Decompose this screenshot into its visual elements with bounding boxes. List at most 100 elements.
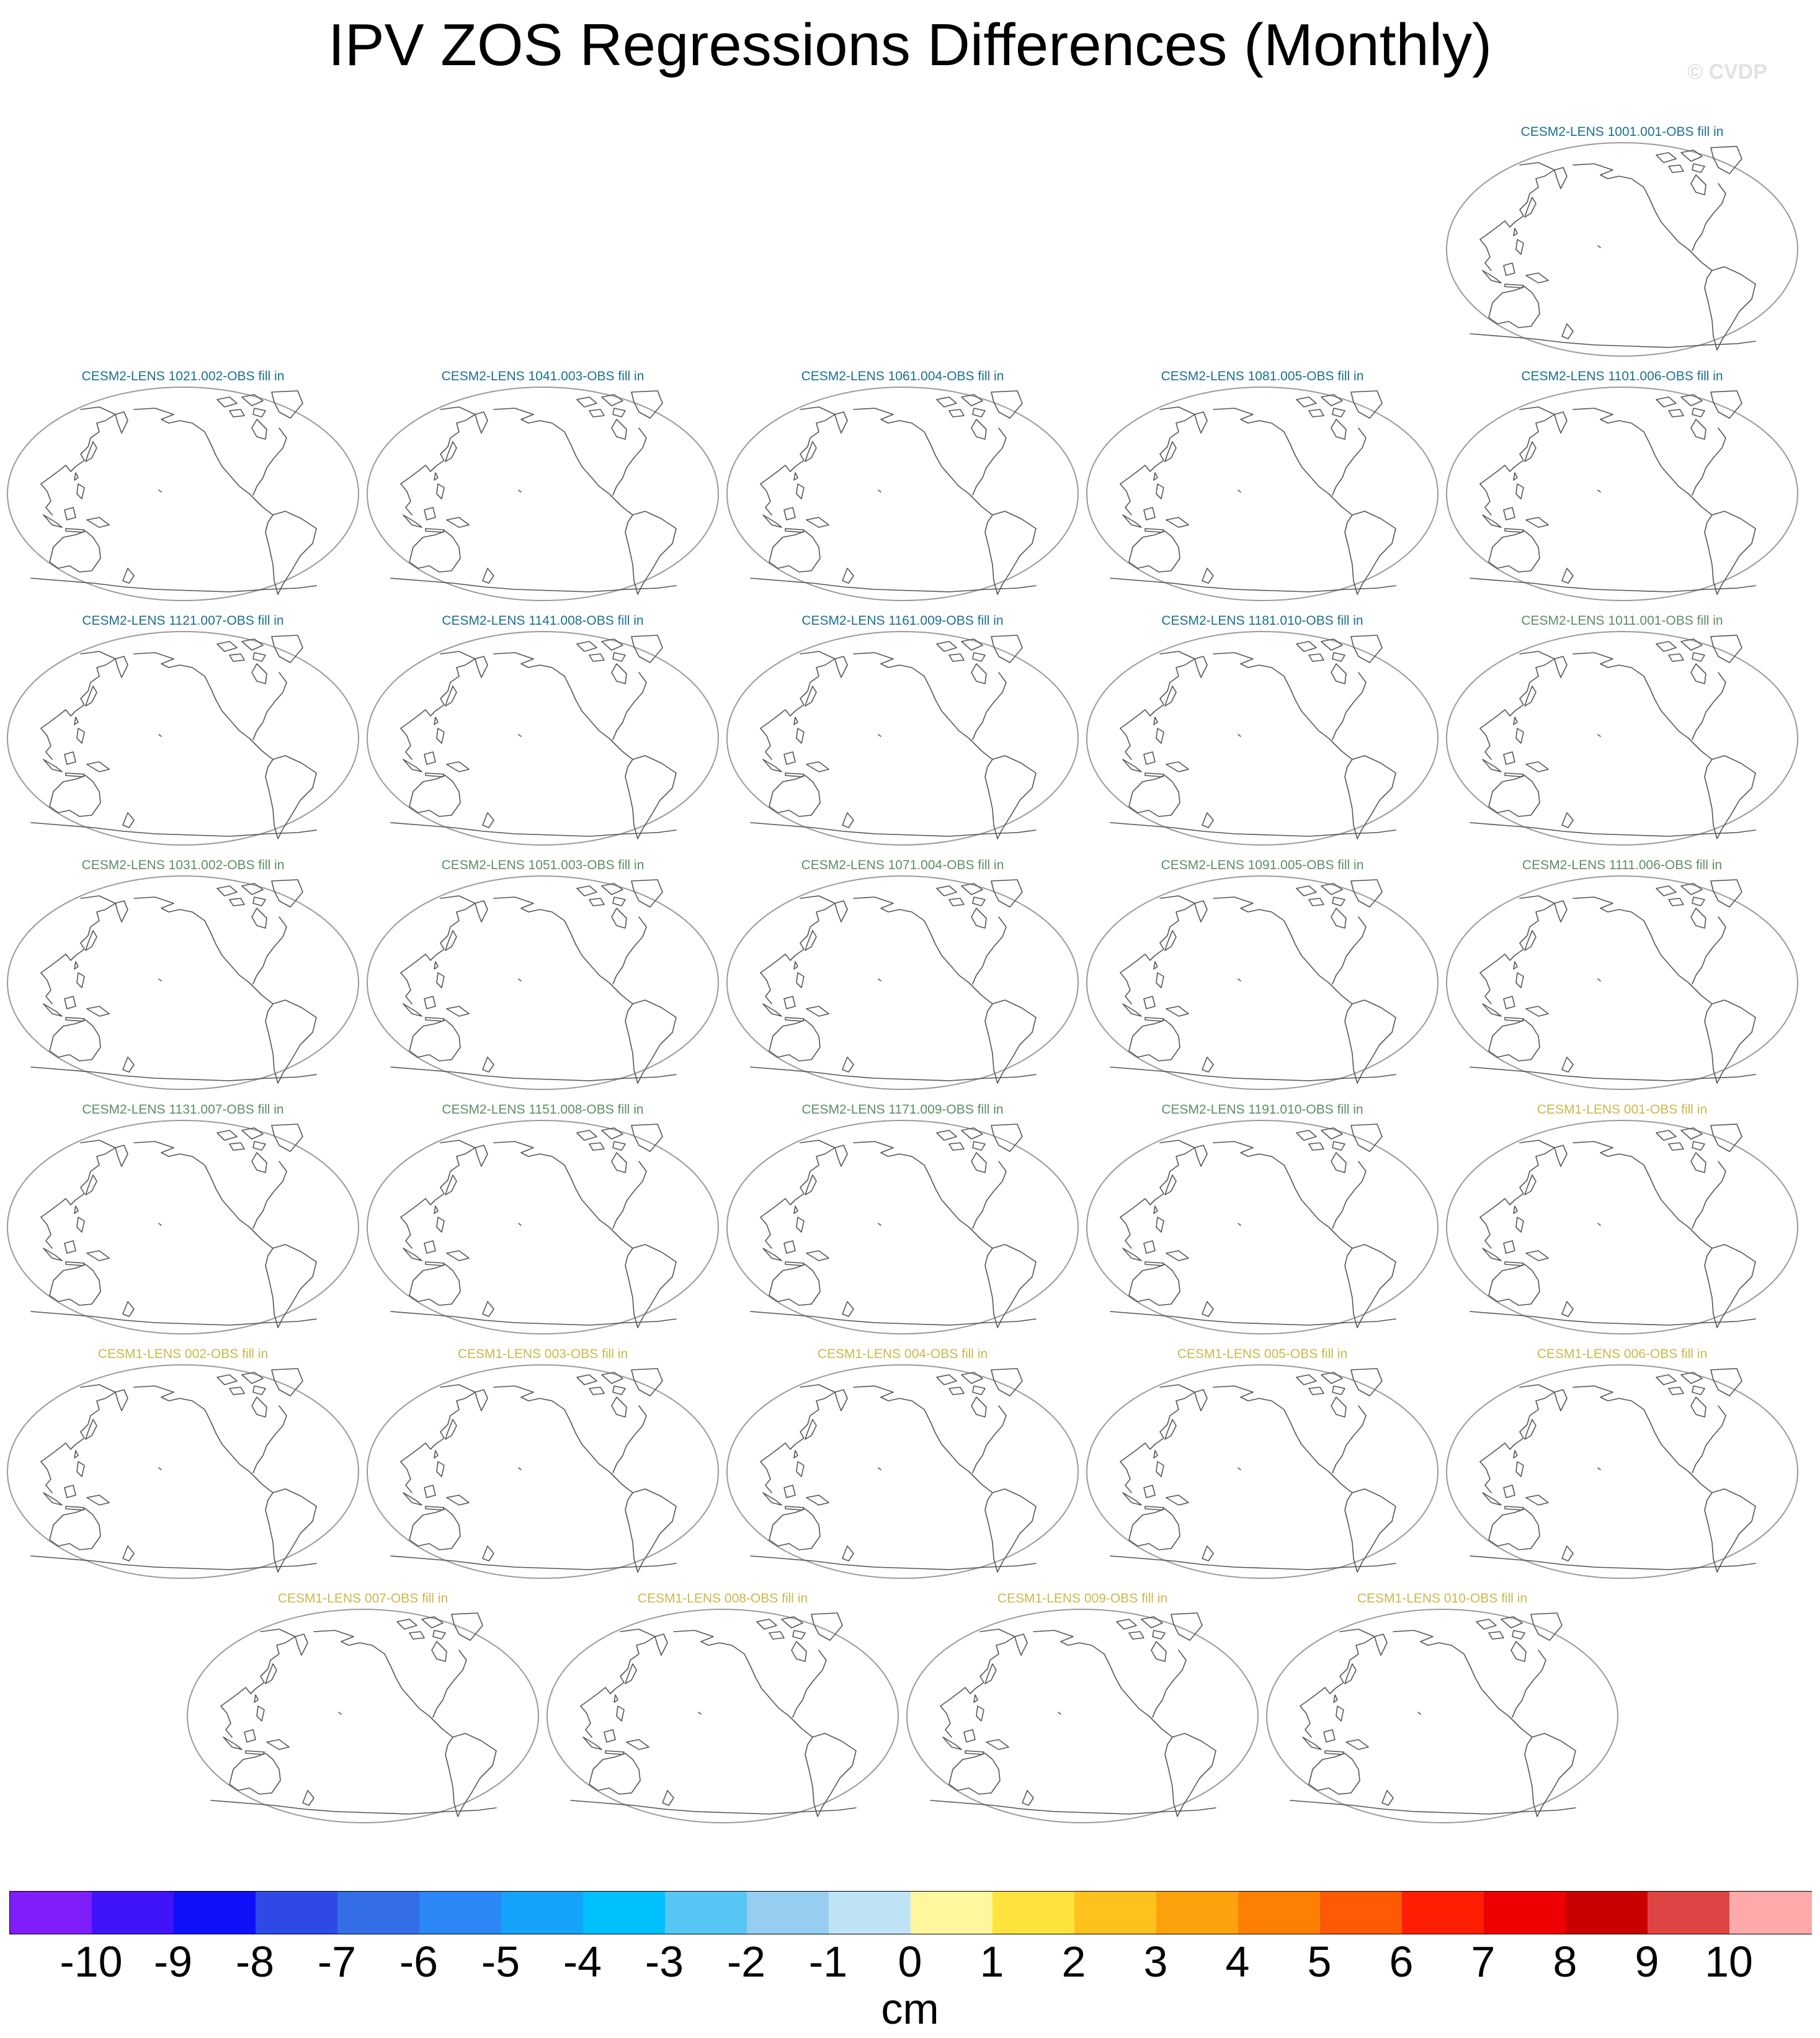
world-map-icon <box>1086 1120 1439 1334</box>
colorbar-tick-label: -4 <box>563 1937 602 1986</box>
panel-title: CESM2-LENS 1191.010-OBS fill in <box>1161 1102 1363 1117</box>
colorbar-units: cm <box>881 1985 939 2033</box>
colorbar-tick-label: 1 <box>979 1937 1004 1986</box>
world-map-icon <box>7 387 359 601</box>
colorbar-segment <box>174 1892 256 1934</box>
map-panel: CESM1-LENS 006-OBS fill in <box>1445 1346 1799 1581</box>
panel-title: CESM2-LENS 1051.003-OBS fill in <box>441 858 645 872</box>
colorbar-segment <box>92 1892 174 1934</box>
panel-title: CESM2-LENS 1161.009-OBS fill in <box>801 614 1004 628</box>
panel-title: CESM1-LENS 002-OBS fill in <box>97 1347 269 1361</box>
panel-title: CESM2-LENS 1071.004-OBS fill in <box>801 858 1004 872</box>
map-panel: CESM2-LENS 1081.005-OBS fill in <box>1086 369 1439 603</box>
panel-title: CESM2-LENS 1141.008-OBS fill in <box>442 614 644 628</box>
map-panel: CESM1-LENS 009-OBS fill in <box>906 1591 1259 1825</box>
world-map-icon <box>1446 1364 1798 1579</box>
colorbar-segment <box>1238 1892 1321 1934</box>
panel-title: CESM2-LENS 1091.005-OBS fill in <box>1161 858 1364 872</box>
colorbar-segment <box>256 1892 338 1934</box>
panel-title: CESM1-LENS 007-OBS fill in <box>277 1591 448 1606</box>
map-panel: CESM2-LENS 1151.008-OBS fill in <box>366 1102 720 1336</box>
colorbar-segment <box>337 1892 420 1934</box>
colorbar-segment <box>747 1892 829 1934</box>
world-map-icon <box>546 1609 899 1823</box>
panel-title: CESM2-LENS 1181.010-OBS fill in <box>1161 614 1363 628</box>
world-map-icon <box>187 1609 539 1823</box>
panel-title: CESM2-LENS 1111.006-OBS fill in <box>1522 858 1723 872</box>
world-map-icon <box>1086 387 1439 601</box>
map-panel: CESM2-LENS 1051.003-OBS fill in <box>366 857 720 1092</box>
colorbar-segment <box>1074 1892 1157 1934</box>
world-map-icon <box>7 875 359 1090</box>
colorbar-tick-label: -6 <box>399 1937 439 1986</box>
panel-title: CESM2-LENS 1131.007-OBS fill in <box>82 1102 284 1117</box>
colorbar-tick-label: 6 <box>1389 1937 1414 1986</box>
world-map-icon <box>367 875 719 1090</box>
map-panel: CESM2-LENS 1181.010-OBS fill in <box>1086 613 1439 847</box>
world-map-icon <box>726 387 1079 601</box>
map-panel: CESM1-LENS 008-OBS fill in <box>546 1591 899 1825</box>
map-panel: CESM2-LENS 1101.006-OBS fill in <box>1445 369 1799 603</box>
colorbar-tick-label: -2 <box>726 1937 766 1986</box>
map-panel: CESM2-LENS 1121.007-OBS fill in <box>6 613 360 847</box>
map-panel: CESM2-LENS 1031.002-OBS fill in <box>6 857 360 1092</box>
figure-title: IPV ZOS Regressions Differences (Monthly… <box>328 12 1492 78</box>
world-map-icon <box>367 631 719 846</box>
map-panel: CESM1-LENS 003-OBS fill in <box>366 1346 720 1581</box>
world-map-icon <box>906 1609 1259 1823</box>
map-panel: CESM2-LENS 1161.009-OBS fill in <box>726 613 1079 847</box>
map-panel: CESM2-LENS 1141.008-OBS fill in <box>366 613 720 847</box>
colorbar-tick-label: 8 <box>1553 1937 1577 1986</box>
world-map-icon <box>7 1120 359 1334</box>
map-panel: CESM1-LENS 005-OBS fill in <box>1086 1346 1439 1581</box>
world-map-icon <box>7 631 359 846</box>
colorbar-segment <box>1402 1892 1484 1934</box>
map-panel: CESM1-LENS 004-OBS fill in <box>726 1346 1079 1581</box>
colorbar-tick-label: -1 <box>808 1937 848 1986</box>
panel-title: CESM2-LENS 1031.002-OBS fill in <box>81 858 285 872</box>
colorbar-segment <box>419 1892 502 1934</box>
colorbar-tick-label: 9 <box>1635 1937 1659 1986</box>
world-map-icon <box>1446 631 1798 846</box>
panel-title: CESM1-LENS 010-OBS fill in <box>1357 1591 1528 1606</box>
panel-title: CESM2-LENS 1061.004-OBS fill in <box>801 369 1004 383</box>
colorbar-tick-labels: -10 -9 -8 -7 -6 -5 -4 -3 -2 -1 0 1 2 3 4 5 6 7 8 9 10 <box>0 1936 1820 1991</box>
world-map-icon <box>367 387 719 601</box>
world-map-icon <box>1446 875 1798 1090</box>
world-map-icon <box>726 875 1079 1090</box>
panel-title: CESM1-LENS 004-OBS fill in <box>817 1347 988 1361</box>
colorbar-tick-label: 5 <box>1307 1937 1332 1986</box>
world-map-icon <box>1446 142 1798 357</box>
panel-title: CESM2-LENS 1081.005-OBS fill in <box>1161 369 1364 383</box>
colorbar-tick-label: -5 <box>481 1937 520 1986</box>
map-panel: CESM2-LENS 1111.006-OBS fill in <box>1445 857 1799 1092</box>
panel-title: CESM2-LENS 1171.009-OBS fill in <box>801 1102 1004 1117</box>
panel-title: CESM2-LENS 1021.002-OBS fill in <box>81 369 285 383</box>
colorbar-segment <box>1484 1892 1566 1934</box>
panel-title: CESM2-LENS 1151.008-OBS fill in <box>442 1102 644 1117</box>
colorbar-tick-label: 7 <box>1471 1937 1496 1986</box>
colorbar-segment <box>1729 1892 1812 1934</box>
world-map-icon <box>7 1364 359 1579</box>
colorbar-segment <box>1648 1892 1730 1934</box>
map-panel: CESM2-LENS 1061.004-OBS fill in <box>726 369 1079 603</box>
map-panel: CESM1-LENS 001-OBS fill in <box>1445 1102 1799 1336</box>
world-map-icon <box>1446 1120 1798 1334</box>
colorbar-tick-label: -10 <box>60 1937 123 1986</box>
map-panel: CESM2-LENS 1041.003-OBS fill in <box>366 369 720 603</box>
map-panel: CESM2-LENS 1131.007-OBS fill in <box>6 1102 360 1336</box>
world-map-icon <box>726 1364 1079 1579</box>
colorbar-segment <box>829 1892 911 1934</box>
colorbar-tick-label: -9 <box>153 1937 193 1986</box>
map-panels-grid: CESM2-LENS 1001.001-OBS fill in CESM2-LEN… <box>6 125 1799 1825</box>
map-panel: CESM2-LENS 1021.002-OBS fill in <box>6 369 360 603</box>
map-panel: CESM2-LENS 1071.004-OBS fill in <box>726 857 1079 1092</box>
colorbar-tick-label: 10 <box>1705 1937 1753 1986</box>
colorbar-tick-label: 2 <box>1061 1937 1086 1986</box>
panel-title: CESM1-LENS 005-OBS fill in <box>1177 1347 1348 1361</box>
map-panel: CESM2-LENS 1191.010-OBS fill in <box>1086 1102 1439 1336</box>
world-map-icon <box>1266 1609 1618 1823</box>
panel-title: CESM2-LENS 1011.001-OBS fill in <box>1521 614 1723 628</box>
world-map-icon <box>1446 387 1798 601</box>
map-panel: CESM1-LENS 007-OBS fill in <box>186 1591 540 1825</box>
